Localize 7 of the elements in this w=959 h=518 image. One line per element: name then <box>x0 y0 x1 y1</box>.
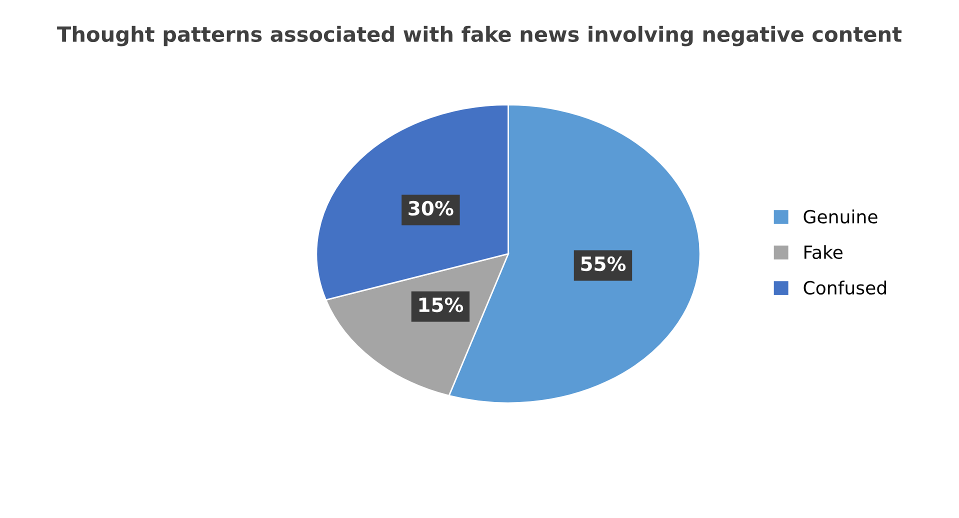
data-label: 30% <box>408 200 454 216</box>
chart-title: Thought patterns associated with fake news involving negative content <box>57 26 902 46</box>
data-label: 15% <box>419 298 464 312</box>
legend-label: Genuine <box>804 210 878 224</box>
data-label: 55% <box>581 256 626 272</box>
legend-label: Fake <box>804 245 842 260</box>
legend-label: Confused <box>804 280 886 295</box>
